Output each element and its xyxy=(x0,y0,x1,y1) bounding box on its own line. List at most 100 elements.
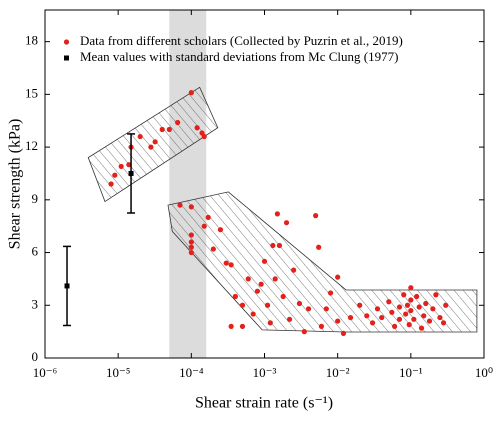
point xyxy=(374,306,381,312)
point xyxy=(201,223,207,229)
point xyxy=(347,314,354,321)
point xyxy=(411,316,417,322)
point xyxy=(276,242,283,249)
point xyxy=(245,276,251,282)
point xyxy=(283,220,290,226)
point xyxy=(267,320,273,326)
point xyxy=(386,299,392,305)
point xyxy=(217,227,224,233)
y-tick-label: 3 xyxy=(32,296,39,311)
point xyxy=(112,172,118,178)
point xyxy=(335,274,341,280)
point xyxy=(403,311,409,317)
y-axis-label: Shear strength (kPa) xyxy=(7,119,24,250)
x-tick-label: 10⁻⁵ xyxy=(106,365,130,380)
point xyxy=(258,281,264,287)
point xyxy=(389,309,395,315)
point xyxy=(408,285,414,291)
point xyxy=(430,306,436,312)
point xyxy=(296,300,303,307)
point xyxy=(272,276,278,282)
point xyxy=(166,126,172,133)
point xyxy=(175,119,181,126)
y-tick-label: 0 xyxy=(32,349,39,364)
y-tick-label: 9 xyxy=(32,191,39,206)
point xyxy=(423,300,429,307)
y-tick-label: 15 xyxy=(25,85,38,100)
point xyxy=(357,302,363,308)
point xyxy=(188,249,194,256)
point xyxy=(414,293,420,300)
shaded-band xyxy=(169,10,207,358)
point xyxy=(340,330,347,336)
point xyxy=(433,292,439,298)
point xyxy=(406,322,412,328)
point xyxy=(223,260,229,266)
point xyxy=(64,283,70,289)
point xyxy=(327,290,334,296)
point xyxy=(239,302,246,308)
point xyxy=(318,323,325,329)
point xyxy=(274,211,280,217)
point xyxy=(286,316,293,322)
point xyxy=(416,304,422,310)
point xyxy=(232,293,238,300)
point xyxy=(188,239,194,245)
point xyxy=(228,323,234,329)
x-tick-label: 10⁻² xyxy=(326,365,350,380)
point xyxy=(369,320,376,326)
point xyxy=(280,293,286,300)
point xyxy=(443,302,449,308)
point xyxy=(228,262,234,268)
point xyxy=(291,267,297,273)
point xyxy=(323,306,329,312)
point xyxy=(437,314,443,321)
point xyxy=(379,314,385,321)
point xyxy=(418,325,425,331)
x-tick-label: 10⁻³ xyxy=(253,365,277,380)
point xyxy=(152,139,158,145)
point xyxy=(426,318,433,324)
legend-marker xyxy=(63,39,70,45)
y-tick-label: 6 xyxy=(32,244,39,259)
x-tick-label: 10⁻⁴ xyxy=(179,365,204,380)
point xyxy=(177,202,183,208)
hatched-region xyxy=(87,86,219,203)
x-tick-label: 10⁻¹ xyxy=(399,365,423,380)
point xyxy=(408,297,414,303)
point xyxy=(118,163,124,170)
legend-label: Data from different scholars (Collected … xyxy=(80,33,403,48)
point xyxy=(305,306,312,312)
point xyxy=(335,318,341,324)
point xyxy=(440,320,447,326)
point xyxy=(316,244,322,250)
hatched-region xyxy=(167,191,478,333)
y-tick-label: 18 xyxy=(25,33,38,48)
point xyxy=(137,133,143,140)
point xyxy=(159,126,165,133)
point xyxy=(188,204,194,210)
point xyxy=(250,311,256,317)
point xyxy=(188,232,194,238)
point xyxy=(313,213,319,219)
point xyxy=(199,130,205,136)
point xyxy=(126,162,132,168)
point xyxy=(301,329,307,335)
point xyxy=(194,125,200,131)
point xyxy=(210,246,216,252)
point xyxy=(188,244,194,250)
legend-marker xyxy=(64,55,69,61)
point xyxy=(270,242,276,249)
plot-area xyxy=(63,10,478,358)
point xyxy=(396,316,403,322)
point xyxy=(392,323,398,329)
point xyxy=(408,307,414,314)
x-axis-label: Shear strain rate (s⁻¹) xyxy=(195,395,333,412)
point xyxy=(239,323,246,329)
point xyxy=(364,313,370,319)
point xyxy=(264,302,271,308)
point xyxy=(421,313,427,319)
point xyxy=(128,170,134,176)
point xyxy=(148,144,154,150)
